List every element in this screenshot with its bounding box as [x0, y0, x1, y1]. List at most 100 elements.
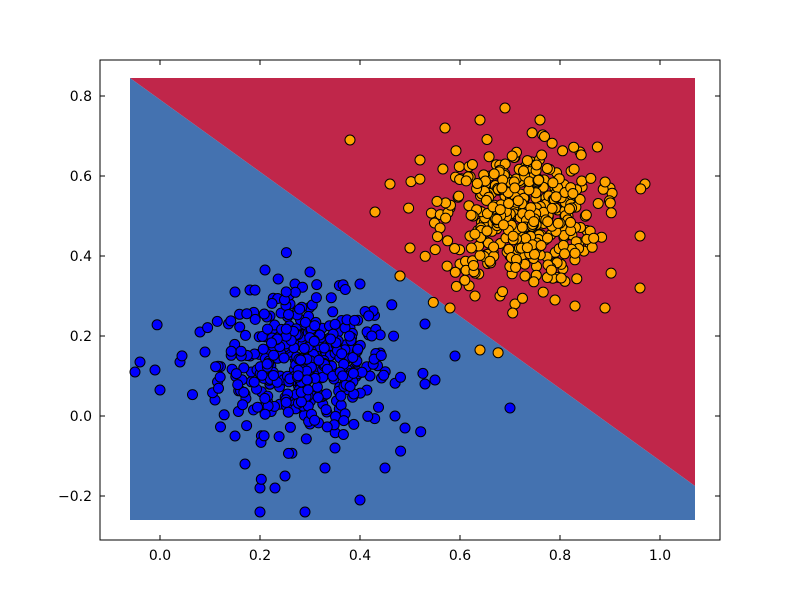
- x-tick-label: 0.8: [549, 548, 571, 564]
- data-point: [199, 346, 211, 358]
- data-point: [444, 302, 456, 314]
- data-point: [449, 350, 461, 362]
- data-point: [442, 235, 454, 247]
- data-point: [283, 309, 294, 320]
- data-point: [239, 458, 251, 470]
- data-point: [425, 207, 437, 219]
- data-point: [517, 292, 528, 304]
- data-point: [419, 378, 431, 390]
- data-point: [343, 330, 355, 342]
- data-point: [403, 202, 415, 214]
- data-point: [225, 345, 237, 357]
- data-point: [555, 272, 567, 284]
- data-point: [384, 178, 396, 190]
- data-point: [550, 191, 562, 203]
- x-tick-label: 1.0: [649, 548, 671, 564]
- data-point: [415, 426, 427, 438]
- data-point: [559, 248, 571, 260]
- data-point: [259, 408, 271, 420]
- data-point: [329, 442, 341, 454]
- data-point: [465, 242, 477, 254]
- data-point: [528, 216, 540, 228]
- data-point: [449, 243, 461, 254]
- x-tick-label: 0.2: [249, 548, 271, 564]
- data-point: [202, 322, 214, 334]
- data-point: [492, 347, 504, 359]
- axis-ticks: [100, 60, 720, 540]
- data-point: [294, 303, 306, 315]
- data-point: [311, 279, 323, 291]
- data-point: [176, 350, 188, 362]
- data-point: [298, 342, 310, 354]
- decision-regions: [130, 78, 695, 520]
- data-point: [404, 242, 416, 254]
- data-point: [258, 430, 270, 442]
- data-point: [129, 366, 141, 378]
- data-point: [488, 241, 500, 253]
- data-point: [469, 290, 481, 302]
- data-point: [273, 431, 285, 443]
- data-point: [431, 195, 443, 207]
- data-point: [344, 134, 356, 146]
- data-point: [395, 445, 407, 457]
- data-point: [488, 168, 500, 180]
- data-point: [347, 352, 359, 363]
- data-point: [378, 369, 390, 381]
- data-point: [232, 379, 244, 391]
- data-point: [519, 270, 531, 282]
- data-point: [327, 306, 339, 318]
- data-point: [379, 462, 391, 474]
- data-point: [337, 429, 349, 440]
- data-point: [541, 163, 553, 174]
- data-point: [542, 232, 553, 244]
- data-point: [349, 314, 361, 326]
- data-point: [518, 165, 529, 177]
- data-point: [399, 422, 411, 434]
- data-point: [516, 221, 528, 233]
- data-point: [238, 386, 250, 398]
- data-point: [567, 188, 579, 199]
- data-point: [429, 244, 441, 256]
- data-point: [484, 255, 496, 267]
- data-point: [569, 300, 581, 312]
- data-point: [215, 421, 226, 433]
- data-point: [547, 177, 559, 189]
- data-point: [427, 296, 439, 308]
- data-point: [389, 410, 401, 422]
- data-point: [241, 420, 253, 432]
- data-point: [283, 447, 294, 459]
- data-point: [234, 321, 246, 333]
- data-point: [533, 174, 545, 186]
- data-point: [539, 131, 550, 142]
- data-point: [429, 374, 441, 386]
- data-point: [569, 247, 581, 259]
- data-point: [480, 194, 492, 206]
- scatter-points: [129, 102, 651, 518]
- data-point: [254, 506, 266, 518]
- data-point: [546, 202, 558, 214]
- y-tick-label: 0.0: [70, 409, 92, 425]
- data-point: [535, 240, 547, 251]
- data-point: [289, 286, 301, 298]
- data-point: [588, 232, 600, 244]
- data-point: [507, 307, 519, 319]
- y-tick-label: 0.4: [70, 249, 92, 265]
- data-point: [255, 473, 267, 485]
- data-point: [256, 369, 268, 381]
- data-point: [574, 193, 586, 205]
- data-point: [507, 230, 519, 242]
- data-point: [329, 318, 341, 330]
- data-point: [229, 286, 241, 298]
- data-point: [352, 343, 364, 355]
- data-point: [504, 402, 516, 414]
- data-point: [252, 401, 263, 413]
- data-point: [336, 348, 348, 360]
- data-point: [542, 216, 554, 228]
- data-point: [449, 266, 461, 278]
- data-point: [258, 308, 270, 320]
- data-point: [575, 149, 587, 161]
- data-point: [366, 330, 378, 342]
- data-point: [240, 329, 251, 341]
- data-point: [319, 462, 331, 474]
